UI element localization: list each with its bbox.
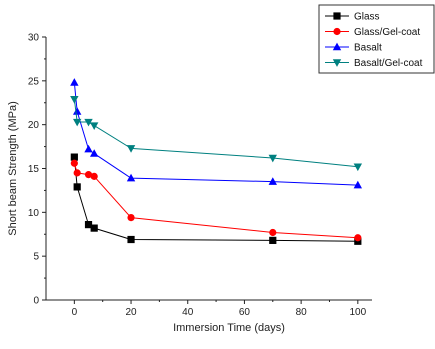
legend: Glass Glass/Gel-coat Basalt Basalt/Gel-coat: [318, 4, 435, 74]
y-tick-label: 5: [33, 252, 39, 263]
x-axis-title: Immersion Time (days): [173, 322, 285, 334]
data-point-basalt: [72, 107, 82, 115]
series-line-glass-gel-coat: [73, 163, 358, 239]
x-tick-label: 80: [296, 307, 308, 318]
data-point-glass-gel-coat: [73, 169, 81, 177]
data-point-glass-gel-coat: [70, 159, 78, 167]
legend-label: Glass/Gel-coat: [354, 27, 420, 38]
x-tick-label: 40: [182, 307, 194, 318]
legend-label: Glass: [354, 12, 380, 23]
y-tick-label: 15: [28, 164, 40, 175]
data-point-glass: [127, 235, 135, 244]
y-tick-label: 20: [28, 120, 40, 131]
y-tick-label: 30: [28, 33, 40, 44]
y-tick-label: 25: [28, 76, 40, 87]
y-axis-title: Short beam Strength (MPa): [7, 101, 19, 236]
series-line-basalt-gel-coat: [73, 99, 358, 168]
legend-label: Basalt: [354, 43, 382, 54]
legend-item-basalt-gel-coat: Basalt/Gel-coat: [325, 58, 423, 69]
legend-marker: [333, 27, 341, 36]
data-point-basalt-gel-coat: [70, 96, 79, 104]
data-point-basalt-gel-coat: [353, 163, 363, 172]
legend-marker: [333, 12, 341, 20]
data-point-glass: [90, 224, 98, 232]
data-point-basalt: [353, 180, 363, 189]
x-tick-label: 0: [72, 307, 78, 318]
series-line-basalt: [73, 82, 358, 186]
data-point-glass-gel-coat: [269, 228, 277, 237]
data-point-glass: [73, 183, 81, 191]
data-point-glass: [269, 236, 277, 244]
series-glass-gel-coat: [70, 159, 362, 242]
data-point-glass-gel-coat: [127, 213, 135, 222]
data-point-basalt-gel-coat: [268, 154, 277, 163]
data-point-basalt: [84, 144, 93, 153]
data-point-glass-gel-coat: [84, 171, 93, 179]
data-point-basalt-gel-coat: [126, 145, 136, 153]
series-basalt-gel-coat: [70, 96, 363, 172]
x-tick-label: 20: [125, 307, 137, 318]
y-tick-label: 10: [28, 208, 40, 219]
legend-marker: [332, 42, 342, 51]
data-point-glass: [70, 153, 78, 161]
data-point-basalt: [70, 78, 79, 86]
x-tick-label: 100: [349, 307, 366, 318]
legend-marker: [332, 59, 342, 67]
legend-item-glass-gel-coat: Glass/Gel-coat: [325, 27, 420, 38]
data-point-glass: [84, 221, 93, 229]
data-point-glass-gel-coat: [354, 234, 362, 242]
x-tick-label: 60: [239, 307, 251, 318]
y-tick-label: 0: [33, 296, 39, 307]
legend-item-glass: Glass: [325, 12, 380, 23]
data-point-basalt: [126, 173, 136, 182]
data-point-basalt-gel-coat: [84, 118, 93, 127]
series-line-glass: [73, 157, 358, 242]
legend-label: Basalt/Gel-coat: [354, 58, 423, 69]
axes-layer: 0 20 40 60 80 100 0 5 10 15 20 25 30 Immersion Time (…: [7, 33, 372, 334]
data-point-glass-gel-coat: [90, 172, 98, 180]
data-point-basalt: [268, 177, 277, 185]
series-basalt: [70, 78, 363, 189]
data-point-basalt: [89, 149, 99, 157]
legend-item-basalt: Basalt: [325, 43, 382, 54]
data-point-basalt-gel-coat: [89, 122, 99, 130]
series-layer: [70, 78, 363, 245]
data-point-basalt-gel-coat: [72, 118, 82, 127]
